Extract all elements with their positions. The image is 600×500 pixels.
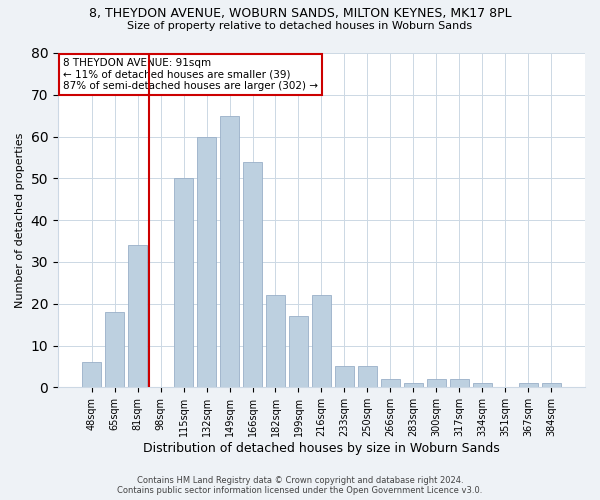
- Bar: [335, 366, 354, 388]
- X-axis label: Distribution of detached houses by size in Woburn Sands: Distribution of detached houses by size …: [143, 442, 500, 455]
- Bar: [358, 366, 377, 388]
- Text: 8 THEYDON AVENUE: 91sqm
← 11% of detached houses are smaller (39)
87% of semi-de: 8 THEYDON AVENUE: 91sqm ← 11% of detache…: [63, 58, 318, 91]
- Bar: [404, 383, 423, 388]
- Text: Size of property relative to detached houses in Woburn Sands: Size of property relative to detached ho…: [127, 21, 473, 31]
- Bar: [197, 136, 217, 388]
- Text: 8, THEYDON AVENUE, WOBURN SANDS, MILTON KEYNES, MK17 8PL: 8, THEYDON AVENUE, WOBURN SANDS, MILTON …: [89, 8, 511, 20]
- Bar: [82, 362, 101, 388]
- Bar: [542, 383, 561, 388]
- Bar: [473, 383, 492, 388]
- Bar: [105, 312, 124, 388]
- Bar: [243, 162, 262, 388]
- Bar: [220, 116, 239, 388]
- Bar: [174, 178, 193, 388]
- Bar: [427, 379, 446, 388]
- Bar: [518, 383, 538, 388]
- Bar: [128, 245, 148, 388]
- Text: Contains HM Land Registry data © Crown copyright and database right 2024.
Contai: Contains HM Land Registry data © Crown c…: [118, 476, 482, 495]
- Y-axis label: Number of detached properties: Number of detached properties: [15, 132, 25, 308]
- Bar: [266, 296, 285, 388]
- Bar: [449, 379, 469, 388]
- Bar: [289, 316, 308, 388]
- Bar: [380, 379, 400, 388]
- Bar: [311, 296, 331, 388]
